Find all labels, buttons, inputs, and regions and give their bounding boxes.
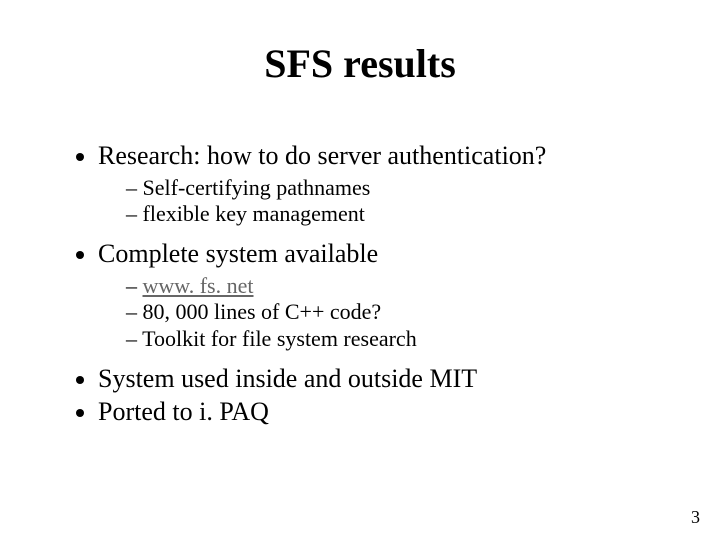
bullet-list-level2: Self-certifying pathnamesflexible key ma… (98, 175, 680, 229)
slide-body: Research: how to do server authenticatio… (70, 140, 680, 428)
bullet-level2-text: Toolkit for file system research (142, 326, 417, 351)
link-text[interactable]: www. fs. net (143, 273, 254, 298)
bullet-level1: Complete system available www. fs. net80,… (98, 238, 680, 353)
bullet-level1: Research: how to do server authenticatio… (98, 140, 680, 228)
bullet-level2: www. fs. net (126, 273, 680, 300)
slide-title: SFS results (0, 40, 720, 87)
bullet-level1-text: Complete system available (98, 239, 378, 268)
bullet-level2: flexible key management (126, 201, 680, 228)
bullet-level2-text: Self-certifying pathnames (143, 175, 371, 200)
bullet-level2-text: flexible key management (143, 201, 365, 226)
bullet-level2: Toolkit for file system research (126, 326, 680, 353)
page-number: 3 (691, 507, 700, 528)
bullet-level1-text: Research: how to do server authenticatio… (98, 141, 546, 170)
bullet-list-level2: www. fs. net80, 000 lines of C++ code?To… (98, 273, 680, 353)
bullet-level2: 80, 000 lines of C++ code? (126, 299, 680, 326)
bullet-level2-text: 80, 000 lines of C++ code? (143, 299, 382, 324)
bullet-level1-text: System used inside and outside MIT (98, 364, 477, 393)
bullet-level2: Self-certifying pathnames (126, 175, 680, 202)
bullet-list-level1: Research: how to do server authenticatio… (70, 140, 680, 428)
bullet-level1: System used inside and outside MIT (98, 363, 680, 396)
bullet-level1-text: Ported to i. PAQ (98, 397, 269, 426)
slide: SFS results Research: how to do server a… (0, 0, 720, 540)
bullet-level1: Ported to i. PAQ (98, 396, 680, 429)
